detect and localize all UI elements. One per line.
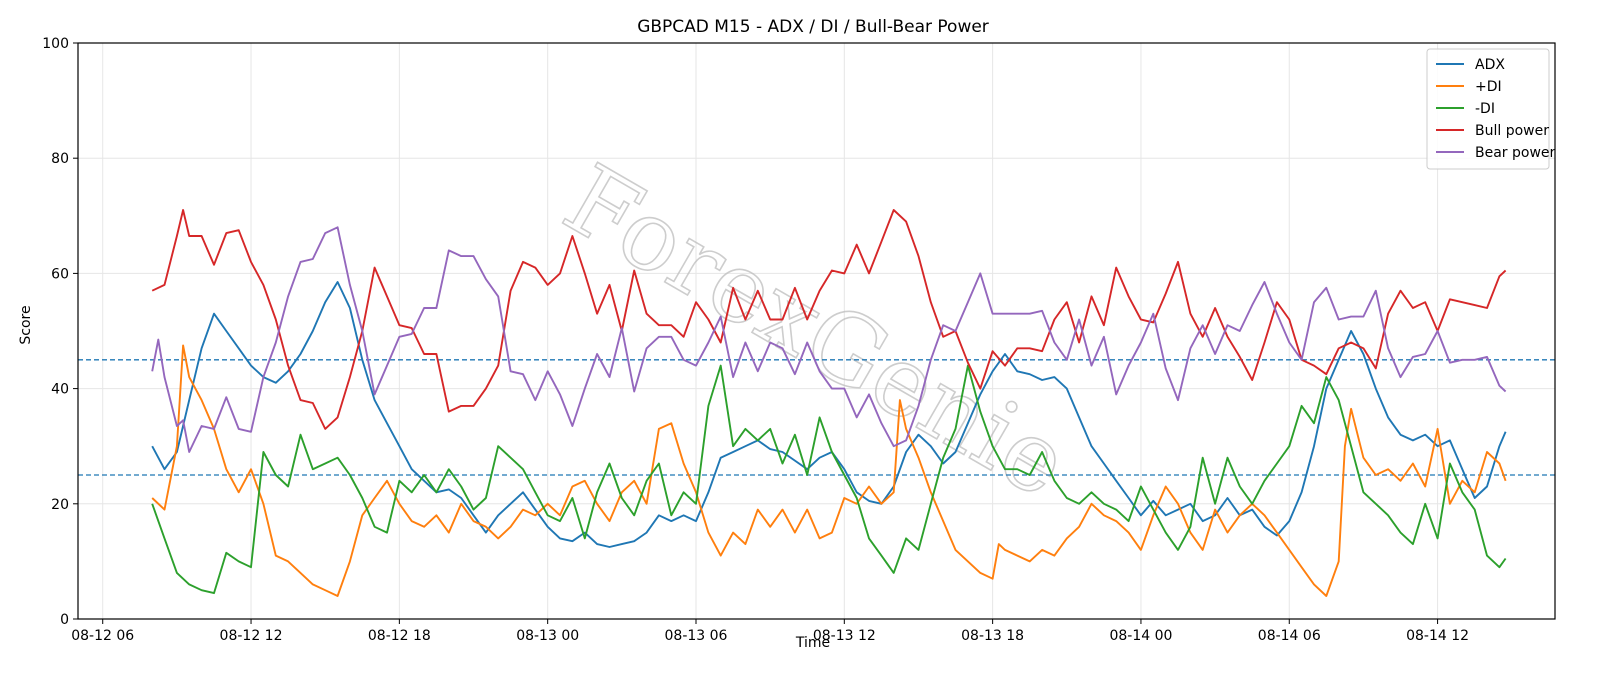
chart-title: GBPCAD M15 - ADX / DI / Bull-Bear Power <box>637 17 989 37</box>
y-tick-label: 20 <box>51 497 69 513</box>
legend-label: Bear power <box>1475 145 1556 161</box>
series-lines <box>151 209 1507 597</box>
y-tick-label: 80 <box>51 151 69 167</box>
plot-frame <box>77 42 1556 620</box>
y-tick-label: 60 <box>51 266 69 282</box>
series-line-bull-power <box>151 209 1507 430</box>
series-line-di <box>151 364 1507 595</box>
x-tick-label: 08-13 12 <box>813 628 876 644</box>
x-tick-label: 08-13 06 <box>665 628 728 644</box>
legend-label: Bull power <box>1475 123 1549 139</box>
x-tick-label: 08-14 12 <box>1406 628 1469 644</box>
y-axis-title: Score <box>18 305 34 344</box>
x-tick-label: 08-14 06 <box>1258 628 1321 644</box>
x-tick-label: 08-12 12 <box>220 628 283 644</box>
y-tick-label: 0 <box>60 612 69 628</box>
legend-label: -DI <box>1475 101 1495 117</box>
series-line-bear-power <box>151 226 1507 453</box>
x-tick-label: 08-12 18 <box>368 628 431 644</box>
x-tick-label: 08-13 18 <box>961 628 1024 644</box>
legend-box <box>1426 48 1550 170</box>
x-tick-label: 08-12 06 <box>71 628 134 644</box>
reference-lines <box>78 359 1555 476</box>
axis-ticks: 0 20 40 60 80 100 08-12 06 08-12 12 08-12 18 08-1… <box>42 36 1469 644</box>
legend: ADX +DI -DI Bull power Bear power <box>1426 48 1556 170</box>
x-axis-title: Time <box>795 635 830 651</box>
grid <box>78 42 1555 620</box>
x-tick-label: 08-14 00 <box>1109 628 1172 644</box>
legend-label: +DI <box>1475 79 1502 95</box>
x-tick-label: 08-13 00 <box>516 628 579 644</box>
series-line-di <box>151 344 1507 597</box>
legend-label: ADX <box>1475 57 1505 73</box>
y-tick-label: 100 <box>42 36 69 52</box>
y-tick-label: 40 <box>51 382 69 398</box>
